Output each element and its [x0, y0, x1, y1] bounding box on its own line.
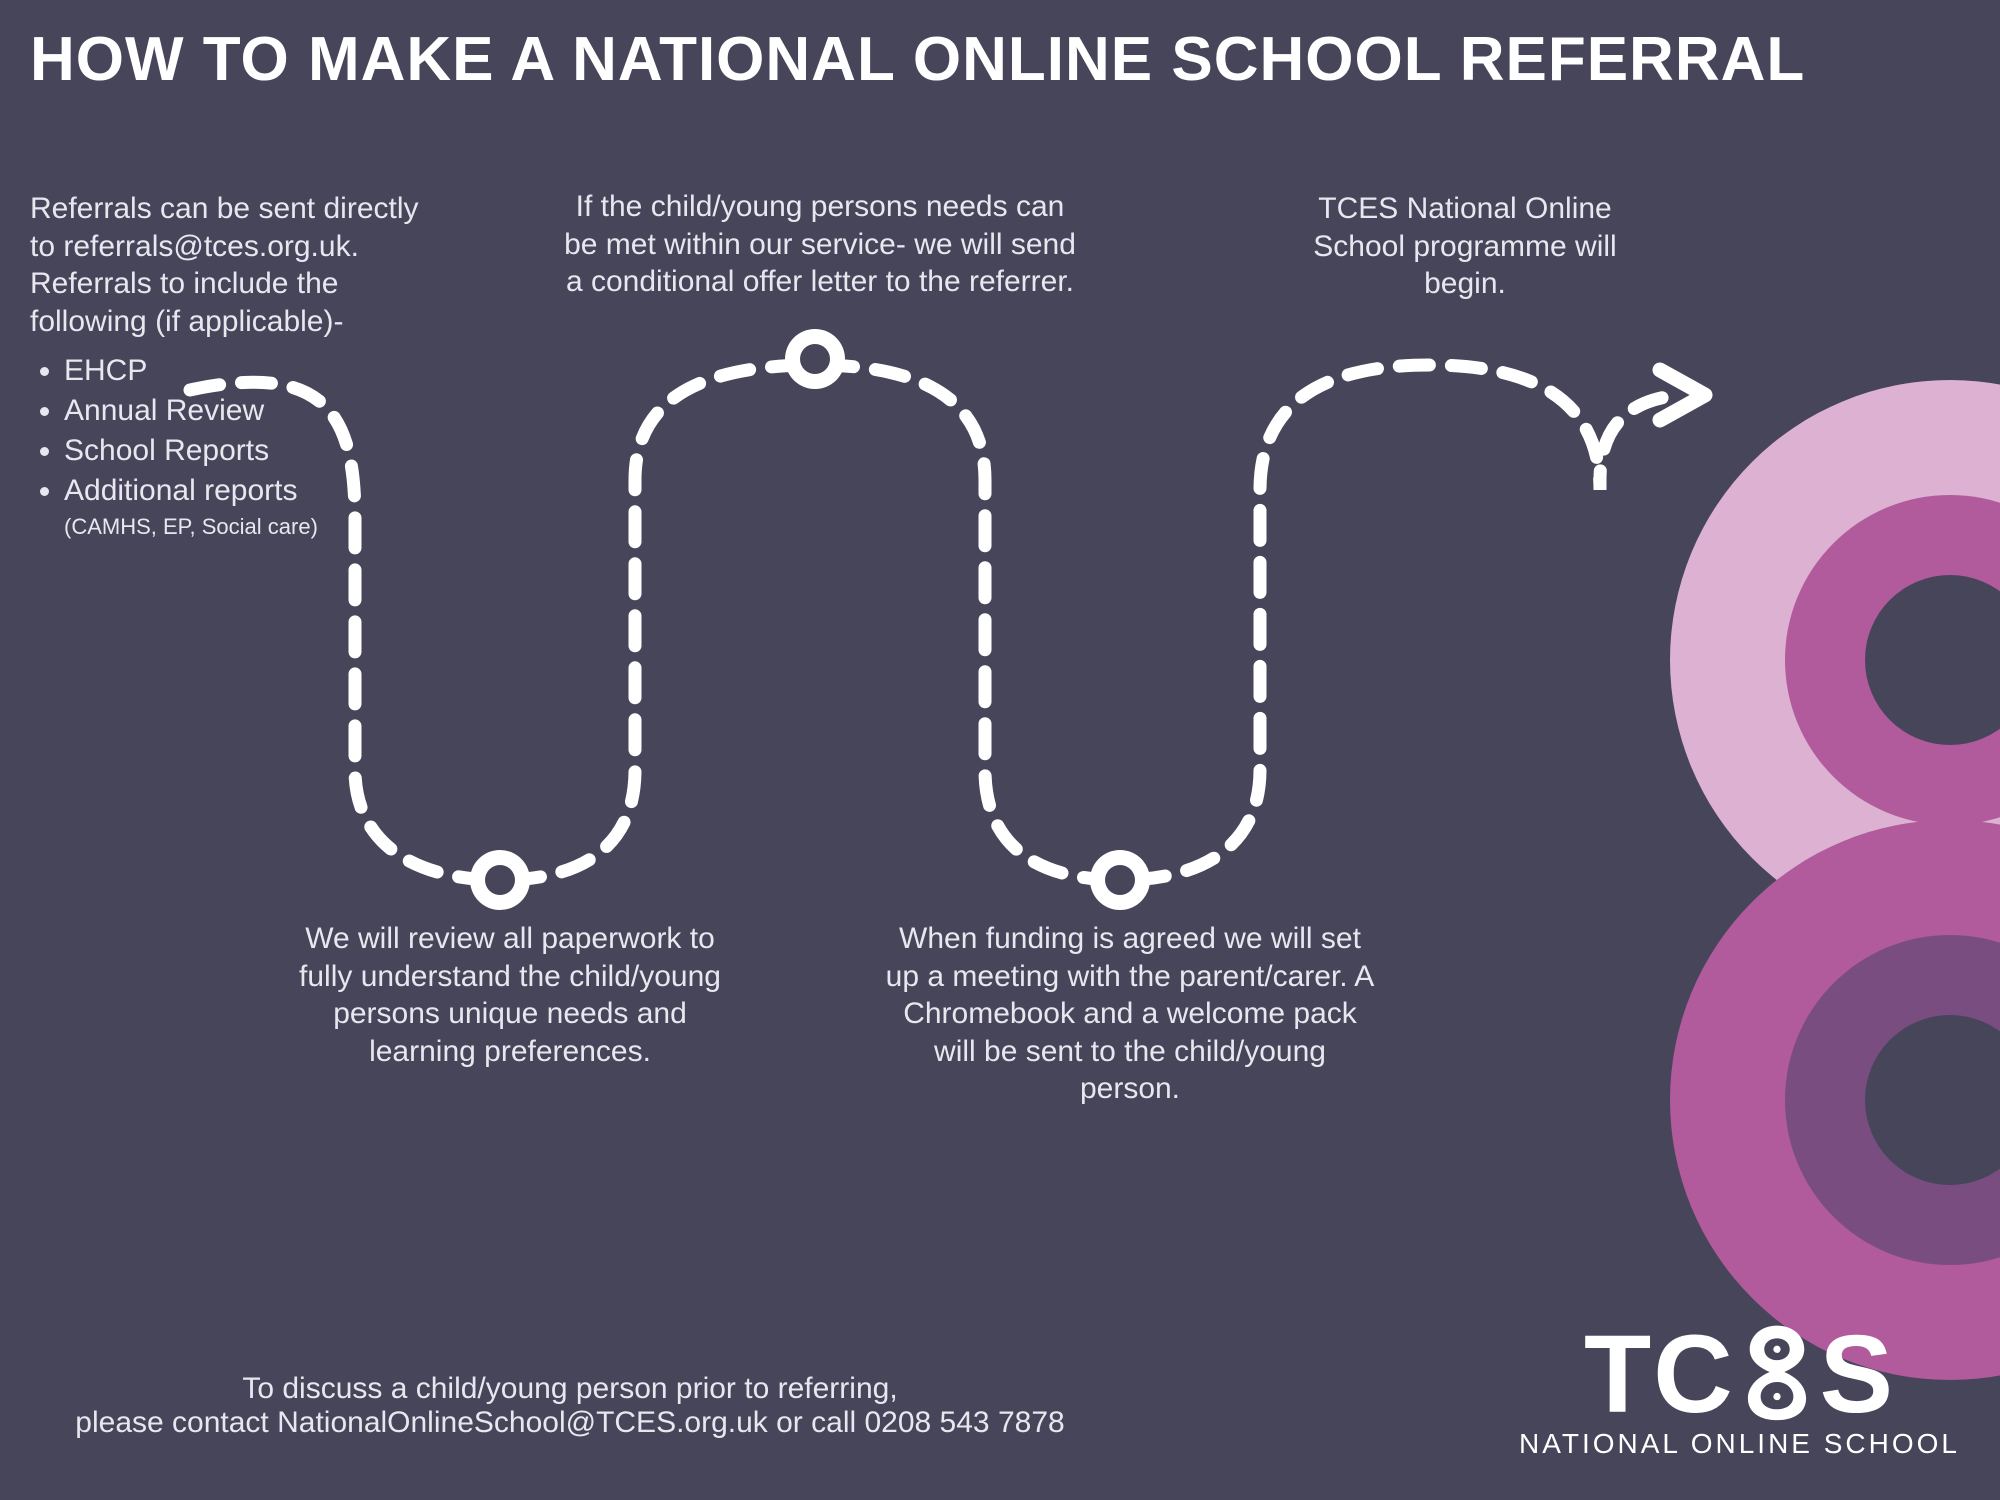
brand-letter: C	[1653, 1313, 1734, 1436]
page-title: HOW TO MAKE A NATIONAL ONLINE SCHOOL REF…	[30, 24, 1805, 95]
step-2: We will review all paperwork to fully un…	[280, 920, 740, 1070]
flow-node	[470, 850, 530, 910]
footer-line-1: To discuss a child/young person prior to…	[60, 1372, 1080, 1406]
step-5-text: TCES National Online School programme wi…	[1285, 190, 1645, 303]
flow-node	[785, 329, 845, 389]
step-5: TCES National Online School programme wi…	[1285, 190, 1645, 303]
flow-node	[1090, 850, 1150, 910]
brand-letter: T	[1584, 1313, 1653, 1436]
brand-figure8-icon	[1735, 1322, 1820, 1424]
step-4: When funding is agreed we will set up a …	[880, 920, 1380, 1108]
brand-main: TCS	[1519, 1322, 1960, 1424]
brand-letter: S	[1820, 1313, 1895, 1436]
step-2-text: We will review all paperwork to fully un…	[280, 920, 740, 1070]
step-3: If the child/young persons needs can be …	[560, 188, 1080, 301]
step-1: Referrals can be sent directly to referr…	[30, 190, 450, 548]
bullet: Additional reports (CAMHS, EP, Social ca…	[64, 474, 450, 542]
bullet-subtext: (CAMHS, EP, Social care)	[64, 514, 318, 539]
step-4-text: When funding is agreed we will set up a …	[880, 920, 1380, 1108]
bullet: EHCP	[64, 354, 450, 388]
bullet: School Reports	[64, 434, 450, 468]
step-1-bullets: EHCP Annual Review School Reports Additi…	[30, 354, 450, 542]
bullet: Annual Review	[64, 394, 450, 428]
footer-line-2: please contact NationalOnlineSchool@TCES…	[60, 1406, 1080, 1440]
footer-contact: To discuss a child/young person prior to…	[60, 1372, 1080, 1440]
step-1-intro: Referrals can be sent directly to referr…	[30, 190, 450, 340]
bullet-text: Additional reports	[64, 474, 297, 507]
brand: TCS NATIONAL ONLINE SCHOOL	[1519, 1322, 1960, 1460]
brand-sub: NATIONAL ONLINE SCHOOL	[1519, 1428, 1960, 1460]
step-3-text: If the child/young persons needs can be …	[560, 188, 1080, 301]
